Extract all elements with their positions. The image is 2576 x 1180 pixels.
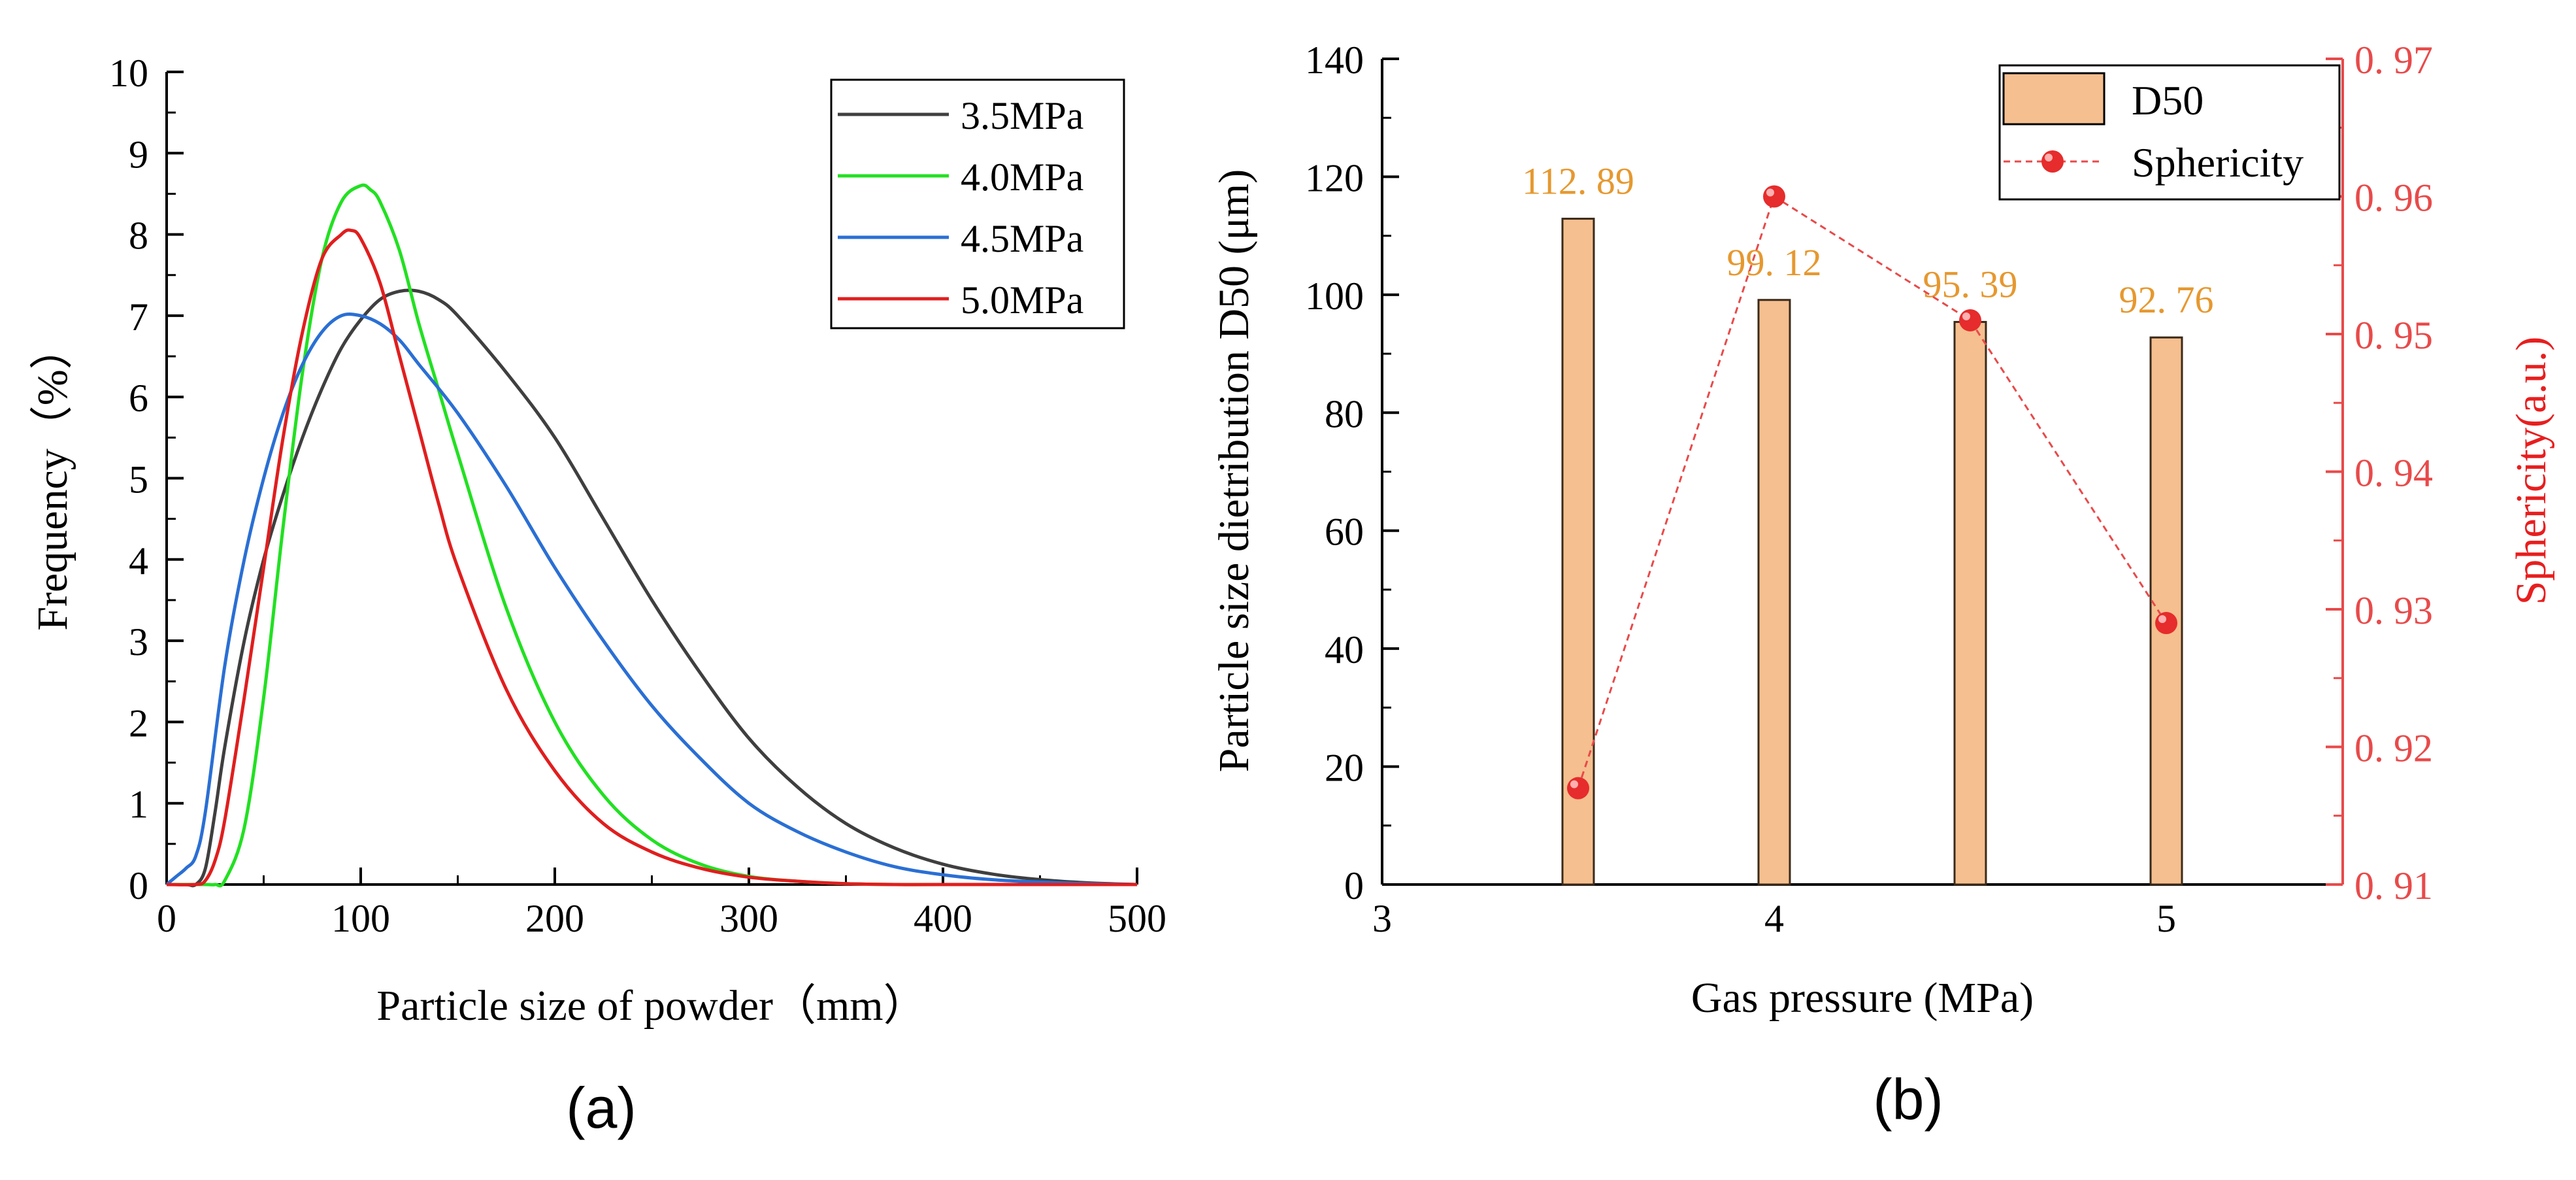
panel-a-y-tick-label: 2 bbox=[129, 701, 148, 745]
panel-b-caption: (b) bbox=[1873, 1067, 1943, 1132]
sphericity-point bbox=[1567, 777, 1589, 800]
panel-b-y2-tick-label: 0. 92 bbox=[2354, 727, 2433, 770]
panel-b-y2-tick-label: 0. 96 bbox=[2354, 177, 2433, 220]
legend-marker-sphericity bbox=[2041, 150, 2064, 173]
panel-a-y-tick-label: 4 bbox=[129, 539, 148, 582]
panel-a-x-tick-label: 500 bbox=[1108, 897, 1166, 940]
legend-label-4-5mpa: 4.5MPa bbox=[961, 217, 1083, 260]
panel-a-y-tick-label: 8 bbox=[129, 214, 148, 258]
panel-b-bars: 112. 89 99. 12 95. 39 92. 76 bbox=[1522, 160, 2214, 886]
panel-a-y-tick-label: 1 bbox=[129, 783, 148, 826]
sphericity-point-highlight bbox=[2158, 615, 2166, 624]
panel-a: 0 1 2 3 4 5 6 7 8 9 10 0 100 200 300 400 500 Particle s… bbox=[29, 52, 1166, 1140]
sphericity-line bbox=[1577, 195, 2168, 789]
panel-a-x-ticks: 0 100 200 300 400 500 bbox=[157, 868, 1166, 940]
sphericity-point bbox=[1959, 309, 1981, 331]
panel-b-x-ticks: 3 4 5 bbox=[1372, 868, 2176, 940]
panel-a-caption: (a) bbox=[566, 1075, 636, 1140]
panel-a-y-tick-label: 5 bbox=[129, 458, 148, 501]
legend-label-5-0mpa: 5.0MPa bbox=[961, 278, 1083, 322]
panel-b-y2-axis-label: Sphericity(a.u.) bbox=[2507, 337, 2555, 605]
bar-value-label: 112. 89 bbox=[1522, 160, 1634, 203]
panel-b-sphericity-line bbox=[1567, 185, 2177, 800]
panel-b-y-tick-label: 20 bbox=[1325, 747, 1364, 790]
panel-b-y-tick-label: 140 bbox=[1305, 39, 1364, 82]
panel-b-x-tick-label: 5 bbox=[2156, 897, 2176, 940]
legend-label-d50: D50 bbox=[2132, 77, 2204, 124]
panel-b-y-tick-label: 40 bbox=[1325, 628, 1364, 671]
panel-a-y-tick-label: 0 bbox=[129, 864, 148, 907]
panel-b-y-axis-label: Particle size dietribution D50 (μm) bbox=[1210, 169, 1258, 773]
bar-d50 bbox=[1757, 299, 1791, 886]
panel-a-x-axis-label: Particle size of powder（mm） bbox=[376, 982, 926, 1030]
panel-a-y-tick-label: 7 bbox=[129, 295, 148, 339]
panel-b-y2-tick-label: 0. 97 bbox=[2354, 39, 2433, 82]
panel-a-y-axis-label: Frequency（%） bbox=[29, 326, 76, 631]
sphericity-point-highlight bbox=[1962, 312, 1970, 320]
panel-a-x-tick-label: 200 bbox=[525, 897, 584, 940]
panel-a-x-tick-label: 100 bbox=[331, 897, 390, 940]
bar-value-label: 92. 76 bbox=[2119, 278, 2214, 321]
sphericity-point bbox=[2155, 612, 2177, 635]
panel-b-y-ticks: 0 20 40 60 80 100 120 140 bbox=[1305, 39, 1399, 907]
panel-b-y-tick-label: 100 bbox=[1305, 275, 1364, 318]
panel-a-x-tick-label: 0 bbox=[157, 897, 176, 940]
panel-b-y2-tick-label: 0. 93 bbox=[2354, 589, 2433, 632]
panel-b-y2-tick-label: 0. 95 bbox=[2354, 314, 2433, 357]
panel-b-x-tick-label: 3 bbox=[1372, 897, 1392, 940]
panel-a-x-tick-label: 300 bbox=[719, 897, 778, 940]
panel-a-y-tick-label: 10 bbox=[109, 52, 148, 95]
panel-b-y-tick-label: 120 bbox=[1305, 156, 1364, 199]
panel-a-legend: 3.5MPa 4.0MPa 4.5MPa 5.0MPa bbox=[830, 78, 1125, 329]
legend-label-sphericity: Sphericity bbox=[2132, 139, 2304, 186]
panel-b-y-tick-label: 80 bbox=[1325, 392, 1364, 435]
series-line-3-5mpa bbox=[166, 288, 1138, 888]
bar-value-label: 95. 39 bbox=[1923, 263, 2018, 305]
bar-d50 bbox=[1561, 218, 1595, 886]
panel-a-series-lines bbox=[165, 183, 1138, 888]
panel-a-y-tick-label: 3 bbox=[129, 620, 148, 664]
panel-a-y-ticks: 0 1 2 3 4 5 6 7 8 9 10 bbox=[109, 52, 184, 907]
panel-b-x-tick-label: 4 bbox=[1764, 897, 1784, 940]
panel-a-legend-box bbox=[830, 78, 1125, 329]
panel-b-y2-ticks: 0. 91 0. 92 0. 93 0. 94 0. 95 0. 96 0. 97 bbox=[2326, 39, 2433, 907]
panel-a-y-tick-label: 6 bbox=[129, 377, 148, 420]
sphericity-point-highlight bbox=[1570, 780, 1578, 788]
legend-marker-sphericity-highlight bbox=[2045, 154, 2053, 161]
legend-swatch-d50 bbox=[2002, 72, 2105, 126]
panel-b-y2-tick-label: 0. 91 bbox=[2354, 864, 2433, 907]
panel-a-y-tick-label: 9 bbox=[129, 133, 148, 176]
bar-d50 bbox=[1953, 320, 1987, 886]
bar-value-label: 99. 12 bbox=[1727, 241, 1822, 284]
sphericity-point-highlight bbox=[1766, 188, 1774, 197]
series-line-4-5mpa bbox=[165, 312, 1138, 886]
sphericity-point bbox=[1763, 185, 1785, 208]
legend-label-3-5mpa: 3.5MPa bbox=[961, 94, 1083, 137]
panel-b-y-tick-label: 0 bbox=[1344, 864, 1364, 907]
panel-a-x-tick-label: 400 bbox=[914, 897, 972, 940]
panel-b-y2-tick-label: 0. 94 bbox=[2354, 452, 2433, 495]
panel-b-x-axis-label: Gas pressure (MPa) bbox=[1691, 974, 2034, 1022]
bar-d50 bbox=[2149, 336, 2183, 886]
series-line-5-0mpa bbox=[166, 228, 1138, 886]
panel-b-legend: D50 Sphericity bbox=[1998, 64, 2341, 201]
panel-b-y-tick-label: 60 bbox=[1325, 511, 1364, 554]
legend-label-4-0mpa: 4.0MPa bbox=[961, 156, 1083, 199]
